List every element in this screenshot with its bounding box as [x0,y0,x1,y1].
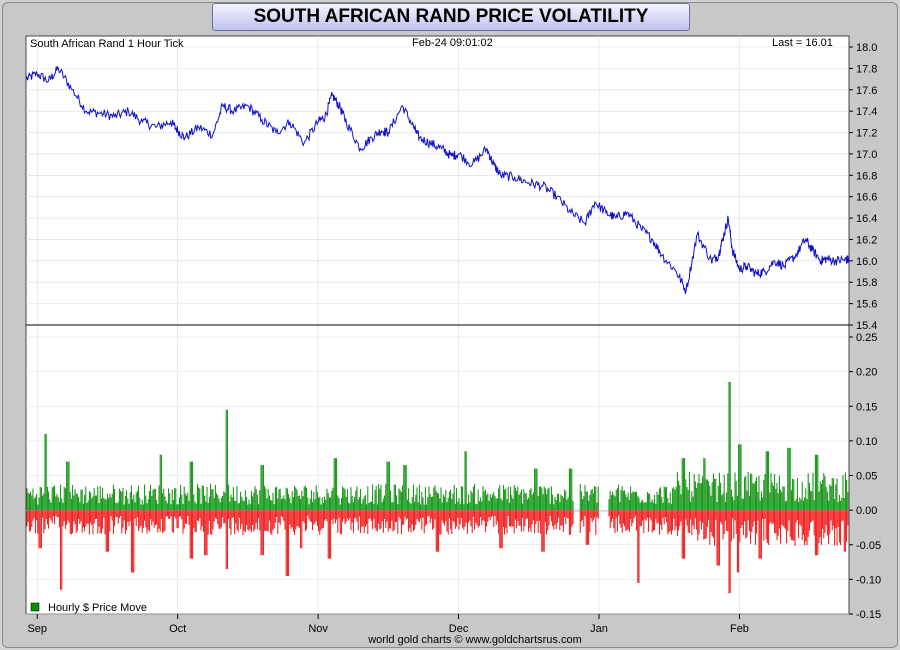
x-tick-label: Sep [27,623,47,635]
volatility-tick-label: 0.10 [856,436,877,448]
x-axis-ticks: Sep Oct Nov Dec Jan Feb [27,614,749,635]
price-tick-label: 16.6 [856,192,877,204]
price-tick-label: 17.2 [856,128,877,140]
chart-subtitle: South African Rand 1 Hour Tick [30,38,184,50]
x-tick-label: Nov [308,623,328,635]
chart-timestamp: Feb-24 09:01:02 [412,37,493,49]
price-tick-label: 17.6 [856,85,877,97]
price-line-group [25,65,850,295]
price-tick-label: 16.4 [856,213,877,225]
chart-title: SOUTH AFRICAN RAND PRICE VOLATILITY [212,3,690,31]
price-line [25,65,850,295]
legend-swatch [30,602,40,612]
last-price-label: Last = 16.01 [772,37,833,49]
volatility-tick-label: -0.05 [856,540,881,552]
volatility-tick-label: -0.15 [856,609,881,621]
price-tick-label: 16.0 [856,256,877,268]
price-tick-label: 17.0 [856,149,877,161]
price-tick-label: 15.4 [856,320,877,332]
price-tick-label: 15.8 [856,277,877,289]
x-tick-label: Feb [730,623,749,635]
x-tick-label: Jan [590,623,608,635]
price-tick-label: 17.4 [856,106,877,118]
price-tick-label: 15.6 [856,299,877,311]
volatility-tick-label: 0.00 [856,505,877,517]
volatility-tick-label: -0.10 [856,574,881,586]
volatility-tick-label: 0.20 [856,367,877,379]
volatility-tick-label: 0.05 [856,471,877,483]
legend-label: Hourly $ Price Move [48,602,147,614]
price-tick-label: 16.2 [856,234,877,246]
volatility-tick-label: 0.15 [856,401,877,413]
credit-text: world gold charts © www.goldchartsrus.co… [367,634,582,646]
x-tick-label: Oct [169,623,186,635]
x-tick-label: Dec [449,623,469,635]
price-tick-label: 16.8 [856,170,877,182]
y-axis-ticks: 18.0 17.8 17.6 17.4 17.2 17.0 16.8 16.6 16.4 16.2… [849,42,881,621]
price-tick-label: 17.8 [856,63,877,75]
price-tick-label: 18.0 [856,42,877,54]
volatility-tick-label: 0.25 [856,332,877,344]
